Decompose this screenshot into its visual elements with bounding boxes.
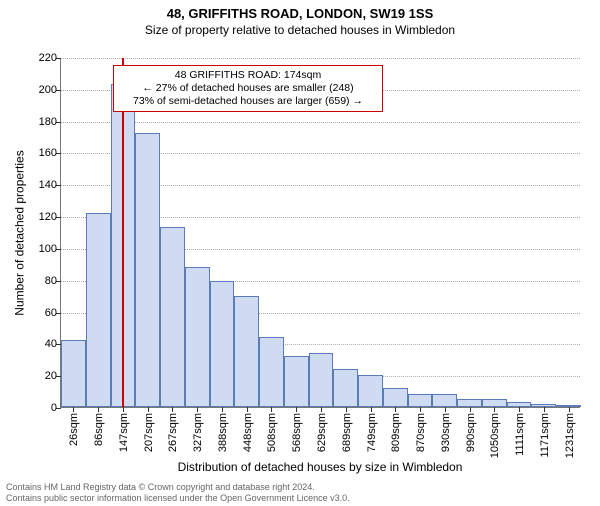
histogram-bar	[61, 340, 86, 407]
y-axis-label-container: Number of detached properties	[12, 58, 28, 408]
histogram-bar	[482, 399, 507, 407]
xtick-label: 1171sqm	[537, 413, 551, 457]
histogram-bar	[432, 394, 457, 407]
xtick-label: 267sqm	[165, 413, 179, 452]
histogram-bar	[135, 133, 160, 407]
ytick-label: 180	[39, 116, 61, 128]
ytick-label: 80	[45, 275, 61, 287]
ytick-label: 20	[45, 370, 61, 382]
xtick-label: 508sqm	[264, 413, 278, 452]
xtick-mark	[395, 407, 396, 412]
chart-subtitle: Size of property relative to detached ho…	[0, 23, 600, 37]
xtick-label: 749sqm	[364, 413, 378, 452]
gridline	[61, 58, 580, 59]
xtick-mark	[73, 407, 74, 412]
xtick-label: 1231sqm	[562, 413, 576, 458]
y-axis-label: Number of detached properties	[13, 150, 27, 315]
histogram-bar	[185, 267, 210, 407]
xtick-label: 930sqm	[438, 413, 452, 452]
xtick-label: 207sqm	[141, 413, 155, 452]
histogram-bar	[210, 281, 235, 407]
ytick-label: 100	[39, 243, 61, 255]
ytick-label: 160	[39, 147, 61, 159]
xtick-label: 990sqm	[463, 413, 477, 452]
xtick-mark	[222, 407, 223, 412]
xtick-label: 629sqm	[314, 413, 328, 452]
histogram-bar	[383, 388, 408, 407]
xtick-mark	[123, 407, 124, 412]
histogram-bar	[408, 394, 433, 407]
annotation-line: ← 27% of detached houses are smaller (24…	[118, 82, 378, 95]
xtick-mark	[519, 407, 520, 412]
histogram-bar	[457, 399, 482, 407]
xtick-label: 1111sqm	[512, 413, 526, 456]
xtick-mark	[470, 407, 471, 412]
ytick-label: 60	[45, 307, 61, 319]
xtick-mark	[148, 407, 149, 412]
annotation-line: 73% of semi-detached houses are larger (…	[118, 95, 378, 108]
chart-title: 48, GRIFFITHS ROAD, LONDON, SW19 1SS	[0, 6, 600, 21]
ytick-label: 40	[45, 338, 61, 350]
footer-line1: Contains HM Land Registry data © Crown c…	[6, 482, 350, 493]
chart-plot-area: 48 GRIFFITHS ROAD: 174sqm← 27% of detach…	[60, 58, 580, 408]
gridline	[61, 122, 580, 123]
xtick-label: 568sqm	[289, 413, 303, 452]
footer-attribution: Contains HM Land Registry data © Crown c…	[6, 482, 350, 504]
ytick-label: 120	[39, 211, 61, 223]
histogram-bar	[234, 296, 259, 407]
xtick-label: 809sqm	[388, 413, 402, 452]
xtick-mark	[544, 407, 545, 412]
xtick-mark	[569, 407, 570, 412]
xtick-mark	[420, 407, 421, 412]
xtick-mark	[445, 407, 446, 412]
histogram-bar	[86, 213, 111, 407]
annotation-box: 48 GRIFFITHS ROAD: 174sqm← 27% of detach…	[113, 65, 383, 112]
xtick-label: 870sqm	[413, 413, 427, 452]
xtick-mark	[247, 407, 248, 412]
xtick-mark	[296, 407, 297, 412]
ytick-label: 220	[39, 52, 61, 64]
xtick-mark	[346, 407, 347, 412]
xtick-mark	[197, 407, 198, 412]
xtick-label: 86sqm	[91, 413, 105, 446]
xtick-mark	[494, 407, 495, 412]
histogram-bar	[259, 337, 284, 407]
histogram-bar	[333, 369, 358, 407]
xtick-mark	[371, 407, 372, 412]
xtick-label: 1050sqm	[487, 413, 501, 458]
xtick-mark	[98, 407, 99, 412]
xtick-mark	[271, 407, 272, 412]
xtick-mark	[172, 407, 173, 412]
annotation-line: 48 GRIFFITHS ROAD: 174sqm	[118, 69, 378, 82]
xtick-label: 388sqm	[215, 413, 229, 452]
histogram-bar	[358, 375, 383, 407]
plot: 48 GRIFFITHS ROAD: 174sqm← 27% of detach…	[61, 58, 580, 407]
xtick-mark	[321, 407, 322, 412]
ytick-label: 140	[39, 179, 61, 191]
ytick-label: 200	[39, 84, 61, 96]
xtick-label: 26sqm	[66, 413, 80, 446]
ytick-label: 0	[51, 402, 61, 414]
histogram-bar	[309, 353, 334, 407]
footer-line2: Contains public sector information licen…	[6, 493, 350, 504]
xtick-label: 448sqm	[240, 413, 254, 452]
xtick-label: 689sqm	[339, 413, 353, 452]
x-axis-label: Distribution of detached houses by size …	[60, 460, 580, 474]
histogram-bar	[284, 356, 309, 407]
xtick-label: 147sqm	[116, 413, 130, 452]
xtick-label: 327sqm	[190, 413, 204, 452]
histogram-bar	[160, 227, 185, 407]
